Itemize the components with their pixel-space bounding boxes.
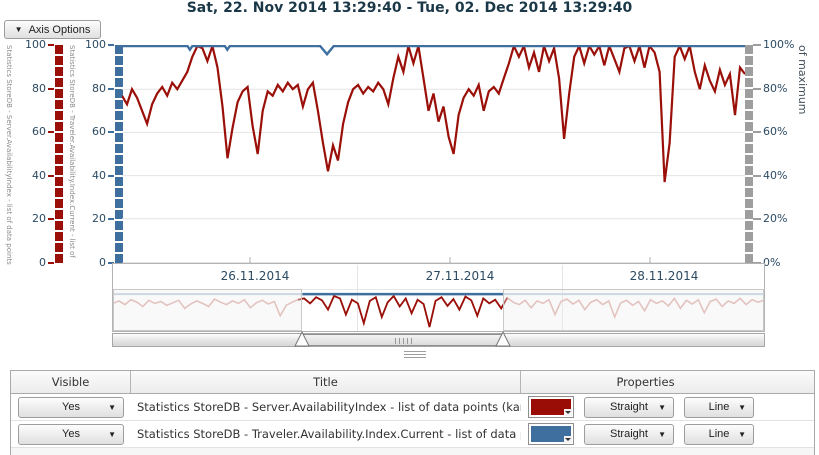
series-title: Statistics StoreDB - Traveler.Availabili… (131, 421, 521, 447)
range-handle-right[interactable] (494, 331, 512, 348)
overview-date-label: 28.11.2014 (604, 269, 724, 283)
caret-down-icon: ▼ (738, 431, 746, 439)
y-axis-bar-percent (745, 45, 753, 264)
interpolation-dropdown[interactable]: Straight ▼ (584, 397, 674, 418)
table-header-row: Visible Title Properties (11, 371, 814, 394)
axis-tick-mark (108, 131, 114, 133)
axis-tick-label: 80 (18, 82, 46, 96)
visible-dropdown[interactable]: Yes ▼ (18, 424, 124, 445)
axis-tick-label: 60 (78, 125, 106, 139)
axis-options-label: Axis Options (29, 24, 91, 36)
series-properties-table: Visible Title Properties Yes ▼ Statistic… (10, 370, 815, 455)
interpolation-value: Straight (591, 428, 667, 440)
caret-down-icon: ▼ (108, 404, 116, 412)
axis-tick-label: 40% (763, 169, 805, 183)
page-title: Sat, 22. Nov 2014 13:29:40 - Tue, 02. De… (0, 0, 819, 16)
axis-tick-mark (48, 44, 54, 46)
range-handle-left[interactable] (293, 331, 311, 348)
column-header-visible: Visible (11, 371, 131, 393)
overview-unselected-right[interactable] (503, 289, 764, 331)
axis-tick-label: 40 (18, 169, 46, 183)
chart-resize-grip[interactable] (404, 351, 426, 358)
line-type-dropdown[interactable]: Line ▼ (684, 424, 754, 445)
swatch-dropdown-icon (564, 409, 572, 416)
table-row: Yes ▼ Statistics StoreDB - Server.Availa… (11, 394, 814, 421)
axis-tick-mark (108, 218, 114, 220)
caret-down-icon: ▼ (658, 404, 666, 412)
axis-tick-label: 100 (78, 38, 106, 52)
axis-options-button[interactable]: ▼ Axis Options (4, 20, 101, 39)
table-row-partial (11, 448, 814, 455)
interpolation-dropdown[interactable]: Straight ▼ (584, 424, 674, 445)
overview-chart[interactable]: 26.11.2014 27.11.2014 28.11.2014 (112, 263, 765, 332)
axis-tick-mark (753, 218, 761, 220)
axis-tick-label: 20 (78, 212, 106, 226)
caret-down-icon: ▼ (658, 431, 666, 439)
axis-tick-label: 40 (78, 169, 106, 183)
axis-tick-mark (108, 44, 114, 46)
axis-tick-mark (48, 131, 54, 133)
line-type-dropdown[interactable]: Line ▼ (684, 397, 754, 418)
axis-tick-mark (48, 262, 54, 264)
series-title: Statistics StoreDB - Server.Availability… (131, 394, 521, 420)
main-plot-area[interactable] (122, 45, 745, 265)
y-axis-title-traveler: Statistics StoreDB - Traveler.Availabili… (66, 45, 78, 265)
y-axis-bar-server (55, 45, 63, 264)
range-scrollbar-track[interactable] (112, 333, 765, 347)
column-header-properties: Properties (521, 371, 814, 393)
app-window: Sat, 22. Nov 2014 13:29:40 - Tue, 02. De… (0, 0, 819, 455)
axis-tick-label: 20% (763, 212, 805, 226)
color-swatch-button[interactable] (528, 423, 574, 445)
caret-down-icon: ▼ (738, 404, 746, 412)
swatch-dropdown-icon (564, 436, 572, 443)
y-axis-title-of-maximum: of maximum (796, 45, 809, 264)
caret-down-icon: ▼ (15, 26, 23, 34)
axis-tick-label: 100 (18, 38, 46, 52)
series-line (122, 46, 745, 182)
axis-tick-label: 60 (18, 125, 46, 139)
axis-tick-label: 80% (763, 82, 805, 96)
range-scrollbar-thumb[interactable] (302, 334, 504, 346)
axis-tick-label: 0% (763, 256, 805, 270)
axis-tick-label: 80 (78, 82, 106, 96)
axis-tick-mark (108, 175, 114, 177)
table-row: Yes ▼ Statistics StoreDB - Traveler.Avai… (11, 421, 814, 448)
axis-tick-mark (753, 88, 761, 90)
overview-date-label: 27.11.2014 (400, 269, 520, 283)
visible-value: Yes (25, 401, 117, 413)
axis-tick-label: 20 (18, 212, 46, 226)
overview-unselected-left[interactable] (113, 289, 302, 331)
visible-value: Yes (25, 428, 117, 440)
axis-tick-mark (753, 44, 761, 46)
visible-dropdown[interactable]: Yes ▼ (18, 397, 124, 418)
axis-tick-mark (48, 88, 54, 90)
axis-tick-mark (753, 131, 761, 133)
axis-tick-mark (48, 218, 54, 220)
axis-tick-mark (753, 175, 761, 177)
series-line (298, 296, 507, 327)
overview-date-label: 26.11.2014 (195, 269, 315, 283)
color-swatch-button[interactable] (528, 396, 574, 418)
thumb-grip-icon (395, 338, 412, 344)
axis-tick-label: 0 (18, 256, 46, 270)
axis-tick-label: 0 (78, 256, 106, 270)
column-header-title: Title (131, 371, 521, 393)
axis-tick-label: 60% (763, 125, 805, 139)
axis-tick-mark (108, 88, 114, 90)
y-axis-title-server: Statistics StoreDB - Server.Availability… (3, 45, 15, 265)
axis-tick-label: 100% (763, 38, 805, 52)
axis-tick-mark (48, 175, 54, 177)
interpolation-value: Straight (591, 401, 667, 413)
caret-down-icon: ▼ (108, 431, 116, 439)
